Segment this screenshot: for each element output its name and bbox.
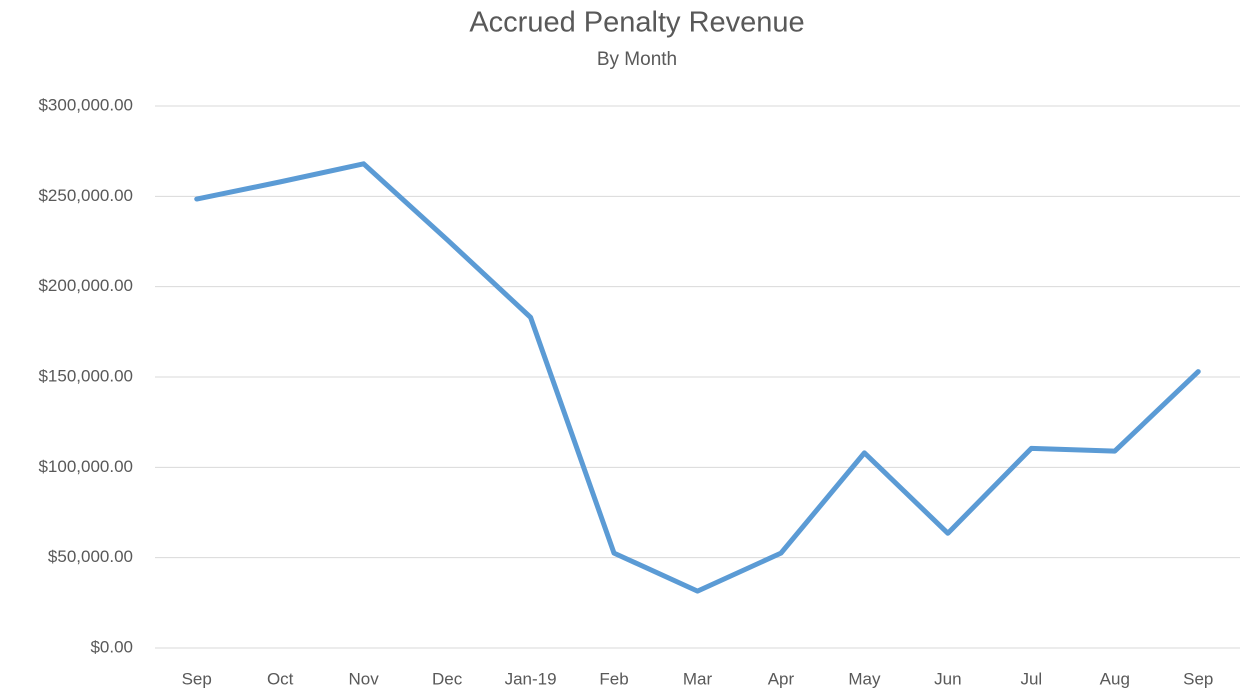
y-tick-label: $0.00 — [90, 637, 133, 656]
y-tick-label: $50,000.00 — [48, 547, 133, 566]
x-tick-label: Sep — [182, 669, 212, 688]
x-tick-label: Apr — [768, 669, 795, 688]
x-tick-label: Jan-19 — [505, 669, 557, 688]
chart-subtitle: By Month — [597, 49, 677, 70]
y-tick-label: $250,000.00 — [38, 186, 133, 205]
x-tick-label: Nov — [349, 669, 380, 688]
x-tick-label: May — [848, 669, 881, 688]
x-tick-label: Oct — [267, 669, 294, 688]
x-tick-label: Jul — [1020, 669, 1042, 688]
y-tick-label: $100,000.00 — [38, 457, 133, 476]
x-tick-label: Aug — [1100, 669, 1130, 688]
y-tick-label: $300,000.00 — [38, 95, 133, 114]
x-tick-label: Dec — [432, 669, 463, 688]
chart-title: Accrued Penalty Revenue — [469, 7, 804, 39]
x-tick-label: Jun — [934, 669, 961, 688]
line-series — [194, 161, 1201, 594]
y-tick-label: $200,000.00 — [38, 276, 133, 295]
y-tick-label: $150,000.00 — [38, 366, 133, 385]
x-tick-label: Feb — [599, 669, 628, 688]
x-tick-label: Sep — [1183, 669, 1213, 688]
x-tick-label: Mar — [683, 669, 713, 688]
